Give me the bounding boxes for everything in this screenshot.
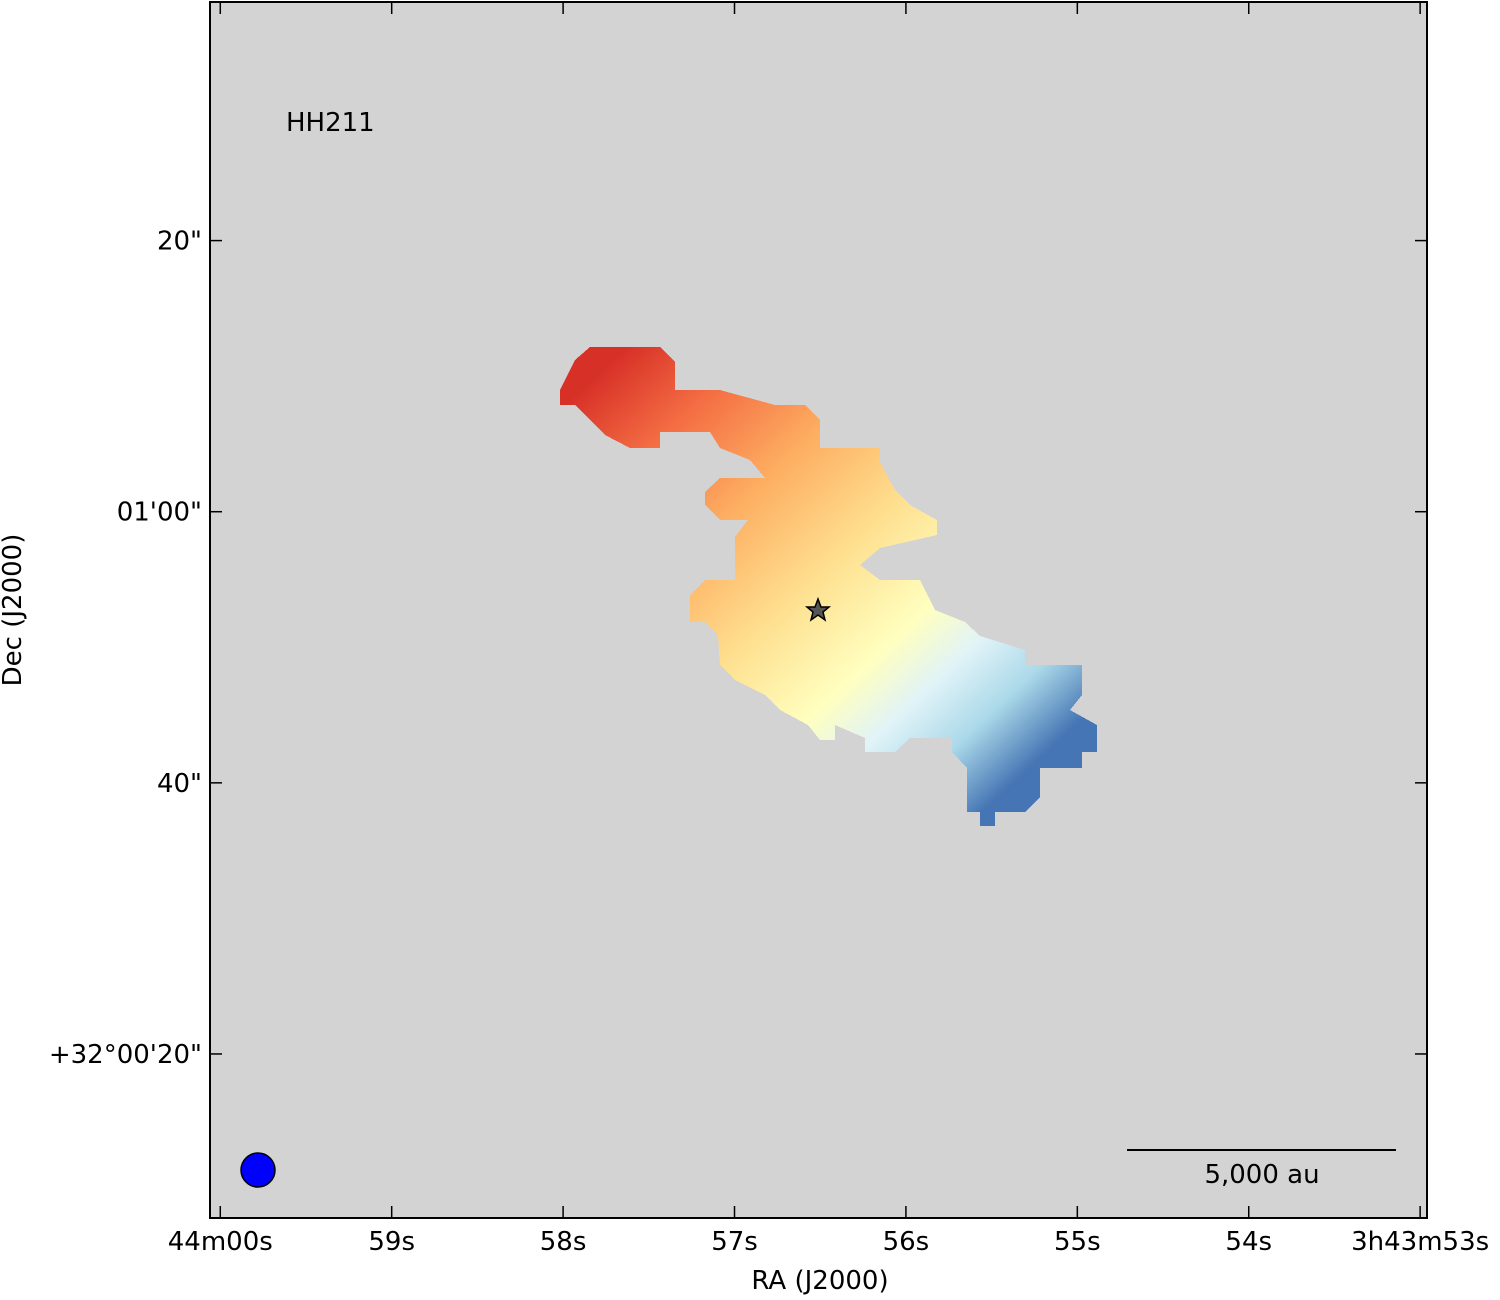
x-tick-label: 57s — [711, 1227, 758, 1257]
y-tick-label: 40" — [157, 769, 202, 799]
x-tick-label: 56s — [883, 1227, 930, 1257]
beam — [240, 1152, 276, 1188]
source-star — [804, 596, 832, 622]
x-tick-label: 44m00s — [168, 1227, 273, 1257]
y-tick-label: 01'00" — [117, 498, 202, 528]
x-tick-label: 58s — [540, 1227, 587, 1257]
plot-frame — [209, 1, 1428, 1219]
scale-bar-label: 5,000 au — [1204, 1160, 1319, 1190]
y-tick-label: +32°00'20" — [49, 1040, 202, 1070]
chart-title: HH211 — [286, 108, 375, 138]
x-axis-label: RA (J2000) — [751, 1266, 888, 1296]
y-tick-label: 20" — [157, 227, 202, 257]
x-tick-label: 59s — [368, 1227, 415, 1257]
x-tick-label: 54s — [1225, 1227, 1272, 1257]
x-tick-label: 55s — [1054, 1227, 1101, 1257]
y-axis-label: Dec (J2000) — [0, 534, 28, 687]
x-tick-label: 3h43m53s — [1351, 1227, 1489, 1257]
velocity-map — [560, 347, 1097, 826]
